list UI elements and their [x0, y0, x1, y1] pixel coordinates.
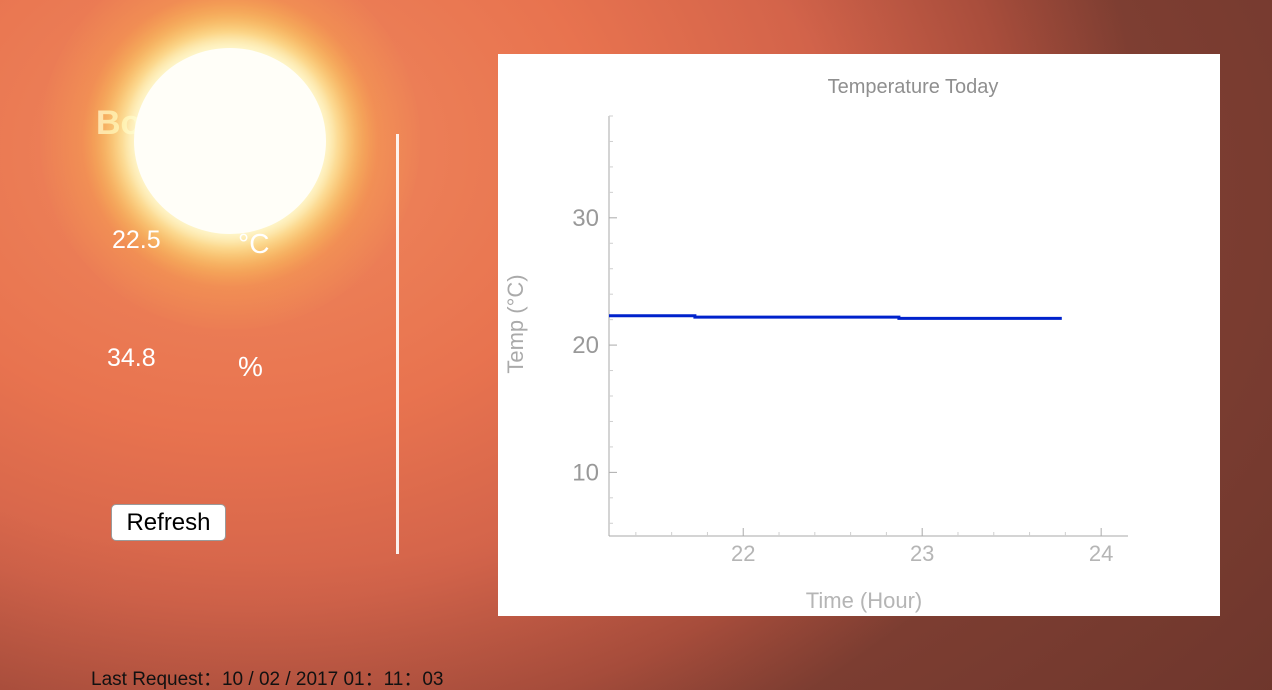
- y-tick-label: 10: [572, 459, 599, 486]
- temperature-value: 22.5: [112, 226, 161, 254]
- humidity-unit: %: [238, 351, 263, 382]
- chart-title: Temperature Today: [828, 76, 999, 98]
- x-tick-label: 22: [731, 541, 755, 566]
- refresh-button[interactable]: Refresh: [111, 504, 226, 541]
- last-request-status: Last Request：10 / 02 / 2017 01：11：03: [91, 664, 443, 690]
- temperature-chart: Temperature Today Temp (°C) Time (Hour) …: [498, 54, 1220, 616]
- vertical-divider: [396, 134, 399, 554]
- last-request-timestamp: 10 / 02 / 2017 01：11：03: [221, 669, 444, 690]
- city-name: Bo: [96, 104, 142, 142]
- sun-glow: [40, 0, 420, 330]
- y-tick-label: 20: [572, 332, 599, 359]
- humidity-value: 34.8: [107, 344, 156, 372]
- x-tick-label: 23: [910, 541, 934, 566]
- chart-series: [609, 314, 1062, 320]
- sun-icon: [134, 48, 326, 234]
- chart-axes: 10 20 30 22 23 24: [572, 115, 1128, 566]
- last-request-label: Last Request：: [91, 669, 222, 690]
- y-tick-label: 30: [572, 205, 599, 232]
- x-tick-label: 24: [1089, 541, 1113, 566]
- chart-y-axis-label: Temp (°C): [503, 274, 528, 373]
- temperature-unit: °C: [238, 228, 270, 259]
- chart-x-axis-label: Time (Hour): [806, 588, 923, 613]
- temperature-series-line: [609, 314, 1062, 320]
- chart-svg: Temperature Today Temp (°C) Time (Hour) …: [503, 76, 1128, 613]
